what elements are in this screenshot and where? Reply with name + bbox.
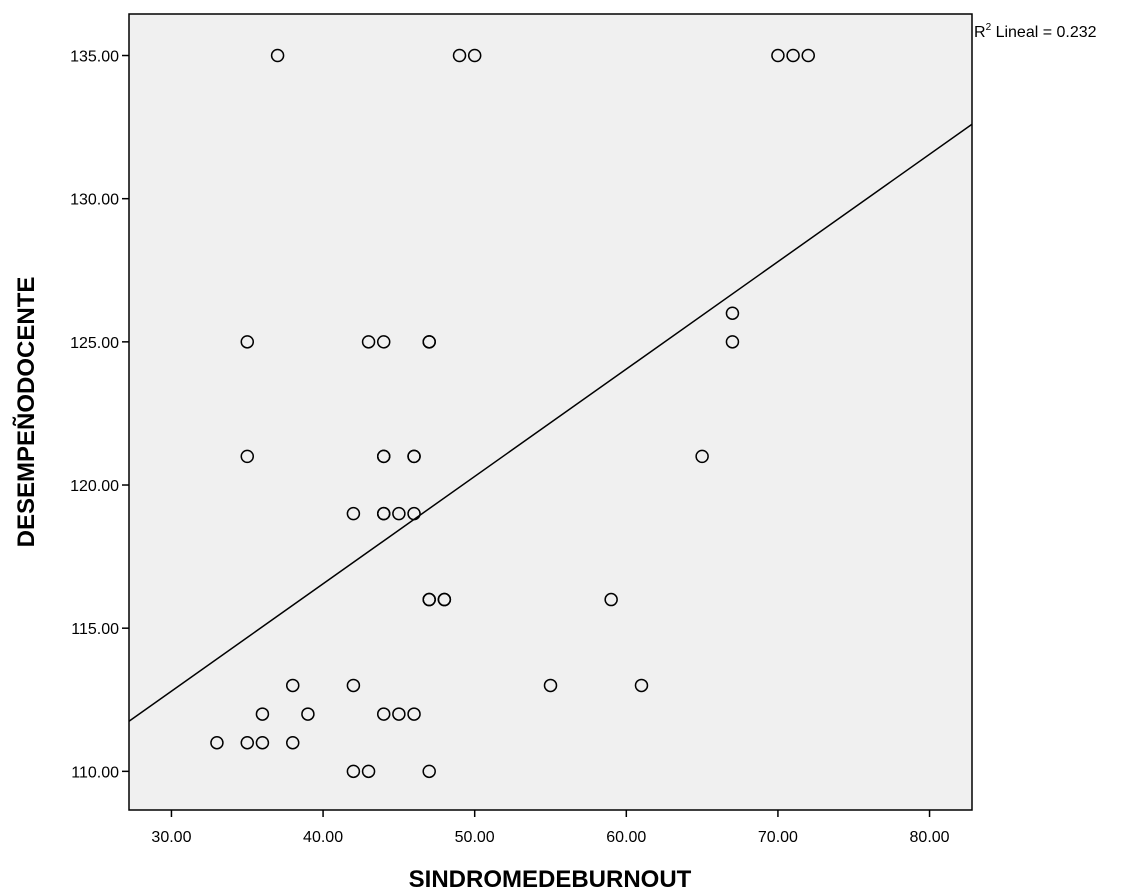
x-axis-ticks: 30.00 40.00 50.00 60.00 70.00 80.00: [151, 810, 950, 846]
data-point: [771, 48, 785, 63]
data-point: [285, 678, 300, 693]
data-point: [361, 335, 376, 349]
data-point: [786, 48, 800, 63]
data-point: [255, 735, 270, 750]
data-point: [392, 707, 406, 721]
data-point: [376, 506, 391, 521]
data-point: [634, 678, 649, 693]
data-point: [604, 592, 618, 607]
data-point: [376, 335, 391, 349]
data-point: [346, 506, 361, 521]
data-point: [270, 48, 285, 63]
plot-area: [128, 13, 973, 811]
data-point: [407, 506, 421, 521]
data-point: [376, 707, 391, 721]
data-point: [361, 764, 376, 779]
data-point: [210, 735, 224, 750]
r2-annotation: R2 Lineal = 0.232: [974, 22, 1097, 41]
r2-value: Lineal = 0.232: [991, 24, 1097, 41]
y-axis-ticks: 110.00 115.00 120.00 125.00 130.00 135.00: [70, 49, 129, 781]
r2-label: R: [974, 24, 986, 41]
data-point: [346, 678, 361, 693]
data-point: [422, 335, 436, 349]
data-point: [543, 678, 558, 693]
data-point: [240, 449, 255, 464]
data-point: [376, 449, 391, 464]
y-tick-label: 130.00: [70, 192, 119, 209]
data-point: [255, 707, 270, 721]
y-tick-label: 120.00: [70, 478, 119, 495]
points-layer: [210, 48, 816, 779]
fit-line-layer: [128, 123, 973, 722]
x-tick-label: 60.00: [606, 829, 646, 846]
fit-line: [128, 123, 973, 722]
y-axis-title: DESEMPEÑODOCENTE: [12, 277, 40, 548]
data-point: [801, 48, 816, 63]
data-point: [452, 48, 467, 63]
x-tick-label: 80.00: [910, 829, 950, 846]
data-point: [301, 707, 315, 721]
y-tick-label: 110.00: [71, 764, 119, 781]
data-point: [240, 335, 255, 349]
y-tick-label: 135.00: [70, 49, 119, 66]
data-point: [422, 592, 436, 607]
data-point: [695, 449, 709, 464]
data-point: [392, 506, 406, 521]
data-point: [437, 592, 452, 607]
data-point: [407, 449, 421, 464]
data-point: [285, 735, 300, 750]
x-tick-label: 50.00: [455, 829, 495, 846]
data-point: [422, 764, 436, 779]
data-point: [467, 48, 482, 63]
data-point: [725, 306, 740, 320]
r2-superscript: 2: [986, 22, 992, 33]
x-axis-title: SINDROMEDEBURNOUT: [409, 866, 692, 890]
data-point: [240, 735, 255, 750]
data-point: [346, 764, 361, 779]
x-tick-label: 70.00: [758, 829, 798, 846]
x-tick-label: 30.00: [151, 829, 191, 846]
data-point: [407, 707, 421, 721]
y-tick-label: 125.00: [70, 335, 119, 352]
data-point: [725, 335, 740, 349]
y-tick-label: 115.00: [71, 621, 119, 638]
x-tick-label: 40.00: [303, 829, 343, 846]
